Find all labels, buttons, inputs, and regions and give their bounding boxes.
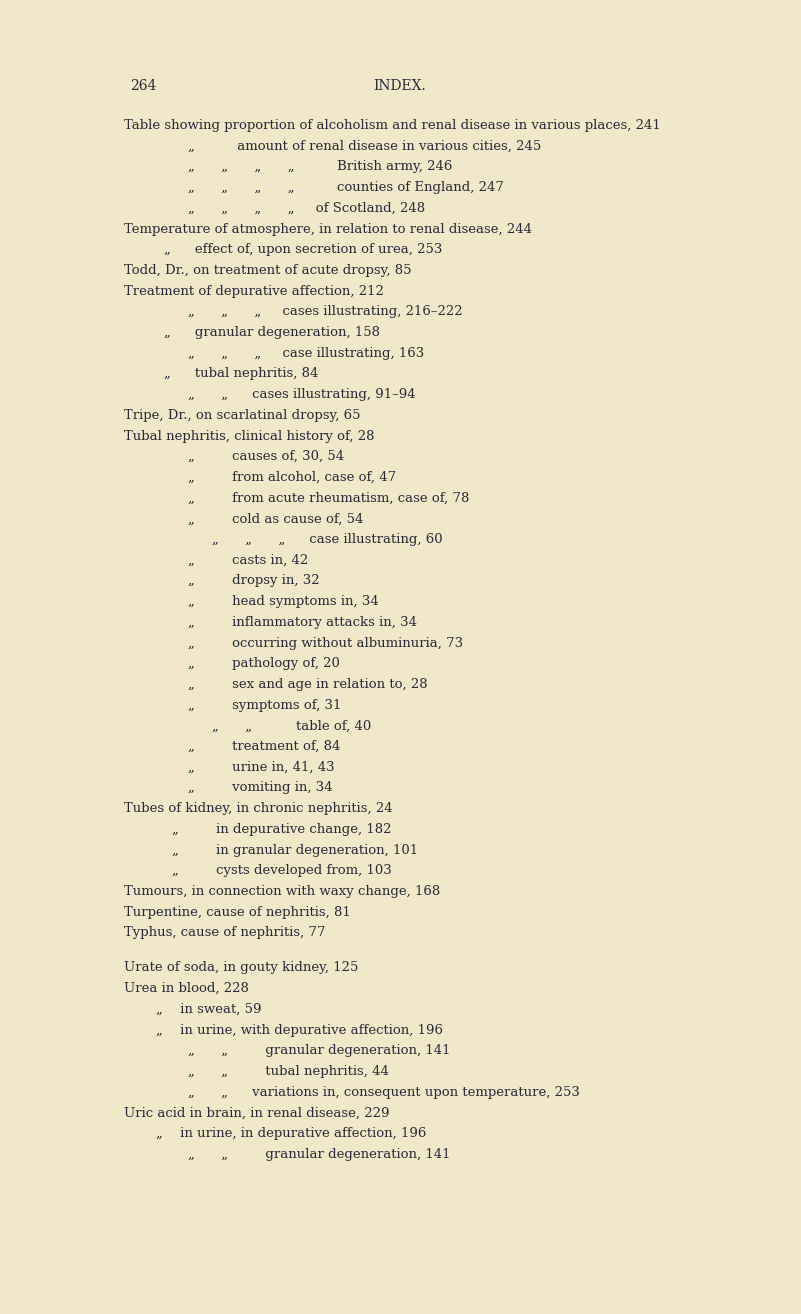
Text: „      cold as cause of, 54: „ cold as cause of, 54	[188, 512, 364, 526]
Text: „   in urine, in depurative affection, 196: „ in urine, in depurative affection, 196	[156, 1127, 427, 1141]
Text: Tubal nephritis, clinical history of, 28: Tubal nephritis, clinical history of, 28	[124, 430, 375, 443]
Text: „    „    „    „          British army, 246: „ „ „ „ British army, 246	[188, 160, 453, 173]
Text: Urea in blood, 228: Urea in blood, 228	[124, 982, 249, 995]
Text: „    tubal nephritis, 84: „ tubal nephritis, 84	[164, 368, 319, 380]
Text: „      symptoms of, 31: „ symptoms of, 31	[188, 699, 341, 712]
Text: „      sex and age in relation to, 28: „ sex and age in relation to, 28	[188, 678, 428, 691]
Text: „      treatment of, 84: „ treatment of, 84	[188, 740, 340, 753]
Text: „      in depurative change, 182: „ in depurative change, 182	[172, 823, 392, 836]
Text: Treatment of depurative affection, 212: Treatment of depurative affection, 212	[124, 285, 384, 297]
Text: „    „    „    „          counties of England, 247: „ „ „ „ counties of England, 247	[188, 181, 504, 194]
Text: Todd, Dr., on treatment of acute dropsy, 85: Todd, Dr., on treatment of acute dropsy,…	[124, 264, 412, 277]
Text: „    „    „    case illustrating, 60: „ „ „ case illustrating, 60	[212, 533, 443, 547]
Text: „    „       table of, 40: „ „ table of, 40	[212, 719, 372, 732]
Text: „      urine in, 41, 43: „ urine in, 41, 43	[188, 761, 335, 774]
Text: „    „    „     cases illustrating, 216–222: „ „ „ cases illustrating, 216–222	[188, 305, 463, 318]
Text: „    effect of, upon secretion of urea, 253: „ effect of, upon secretion of urea, 253	[164, 243, 443, 256]
Text: „      dropsy in, 32: „ dropsy in, 32	[188, 574, 320, 587]
Text: „          amount of renal disease in various cities, 245: „ amount of renal disease in various cit…	[188, 139, 541, 152]
Text: Urate of soda, in gouty kidney, 125: Urate of soda, in gouty kidney, 125	[124, 962, 359, 975]
Text: „    „    „    „     of Scotland, 248: „ „ „ „ of Scotland, 248	[188, 202, 425, 214]
Text: Tripe, Dr., on scarlatinal dropsy, 65: Tripe, Dr., on scarlatinal dropsy, 65	[124, 409, 360, 422]
Text: „      causes of, 30, 54: „ causes of, 30, 54	[188, 451, 344, 464]
Text: „    „      granular degeneration, 141: „ „ granular degeneration, 141	[188, 1148, 451, 1160]
Text: Table showing proportion of alcoholism and renal disease in various places, 241: Table showing proportion of alcoholism a…	[124, 120, 661, 131]
Text: „      pathology of, 20: „ pathology of, 20	[188, 657, 340, 670]
Text: Tumours, in connection with waxy change, 168: Tumours, in connection with waxy change,…	[124, 884, 441, 897]
Text: „      from acute rheumatism, case of, 78: „ from acute rheumatism, case of, 78	[188, 491, 469, 505]
Text: „      casts in, 42: „ casts in, 42	[188, 553, 308, 566]
Text: „      cysts developed from, 103: „ cysts developed from, 103	[172, 865, 392, 878]
Text: „      occurring without albuminuria, 73: „ occurring without albuminuria, 73	[188, 636, 463, 649]
Text: „   in sweat, 59: „ in sweat, 59	[156, 1003, 262, 1016]
Text: 264: 264	[130, 79, 156, 93]
Text: „    granular degeneration, 158: „ granular degeneration, 158	[164, 326, 380, 339]
Text: Turpentine, cause of nephritis, 81: Turpentine, cause of nephritis, 81	[124, 905, 351, 918]
Text: „      head symptoms in, 34: „ head symptoms in, 34	[188, 595, 379, 608]
Text: „    „    variations in, consequent upon temperature, 253: „ „ variations in, consequent upon tempe…	[188, 1085, 580, 1099]
Text: INDEX.: INDEX.	[373, 79, 426, 93]
Text: Tubes of kidney, in chronic nephritis, 24: Tubes of kidney, in chronic nephritis, 2…	[124, 802, 392, 815]
Text: „    „      tubal nephritis, 44: „ „ tubal nephritis, 44	[188, 1064, 389, 1077]
Text: Uric acid in brain, in renal disease, 229: Uric acid in brain, in renal disease, 22…	[124, 1106, 389, 1120]
Text: „      inflammatory attacks in, 34: „ inflammatory attacks in, 34	[188, 616, 417, 629]
Text: Typhus, cause of nephritis, 77: Typhus, cause of nephritis, 77	[124, 926, 326, 940]
Text: „    „      granular degeneration, 141: „ „ granular degeneration, 141	[188, 1045, 451, 1058]
Text: „    „    „     case illustrating, 163: „ „ „ case illustrating, 163	[188, 347, 425, 360]
Text: Temperature of atmosphere, in relation to renal disease, 244: Temperature of atmosphere, in relation t…	[124, 222, 532, 235]
Text: „      vomiting in, 34: „ vomiting in, 34	[188, 782, 333, 795]
Text: „      in granular degeneration, 101: „ in granular degeneration, 101	[172, 844, 418, 857]
Text: „      from alcohol, case of, 47: „ from alcohol, case of, 47	[188, 470, 396, 484]
Text: „    „    cases illustrating, 91–94: „ „ cases illustrating, 91–94	[188, 388, 416, 401]
Text: „   in urine, with depurative affection, 196: „ in urine, with depurative affection, 1…	[156, 1024, 443, 1037]
